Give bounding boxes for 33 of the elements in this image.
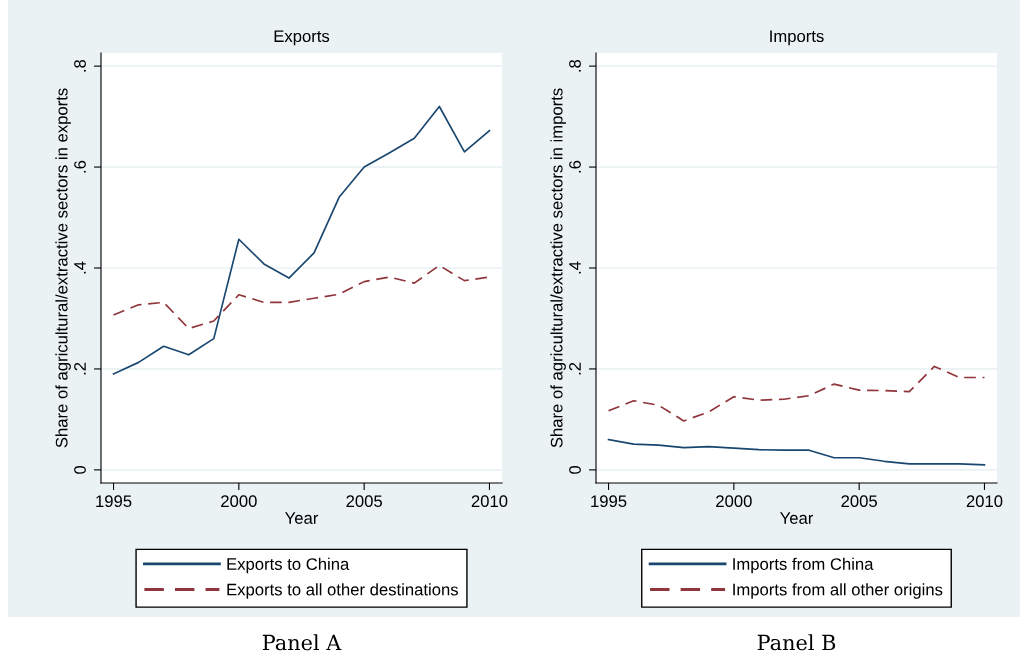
x-axis-title: Year <box>780 512 814 524</box>
legend-label: Exports to all other destinations <box>227 583 459 599</box>
y-tick-label: .8 <box>74 59 86 72</box>
y-tick-label: 0 <box>74 465 86 474</box>
y-tick-label: .4 <box>569 261 581 274</box>
y-tick-label: .6 <box>569 160 581 173</box>
line-series <box>112 105 491 375</box>
y-tick-label: .2 <box>569 362 581 375</box>
y-tick-label: .4 <box>74 261 86 274</box>
y-axis-title: Share of agricultural/extractive sectors in exports <box>55 88 71 448</box>
legend-label: Imports from China <box>733 557 874 574</box>
chart-title: Exports <box>274 30 330 46</box>
x-tick-label: 2005 <box>346 495 382 508</box>
y-axis-title: Share of agricultural/extractive sectors in imports <box>550 88 566 448</box>
chart-title: Imports <box>770 30 824 46</box>
x-tick-label: 2010 <box>471 495 508 508</box>
legend-label: Imports from all other origins <box>733 583 943 599</box>
x-tick-label: 2000 <box>716 495 752 508</box>
x-tick-label: 1995 <box>96 495 132 508</box>
text: Panel B <box>757 634 836 651</box>
y-tick-label: 0 <box>569 465 581 474</box>
line-series <box>607 438 986 466</box>
text: Panel A <box>262 634 342 651</box>
x-axis-title: Year <box>285 512 319 524</box>
y-tick-label: .8 <box>569 59 581 72</box>
line-series <box>607 365 986 422</box>
x-tick-label: 2005 <box>841 495 877 508</box>
x-tick-label: 2010 <box>966 495 1003 508</box>
y-tick-label: .6 <box>74 160 86 173</box>
x-tick-label: 1995 <box>591 495 627 508</box>
y-tick-label: .2 <box>74 362 86 375</box>
x-tick-label: 2000 <box>221 495 257 508</box>
legend-label: Exports to China <box>227 557 350 574</box>
